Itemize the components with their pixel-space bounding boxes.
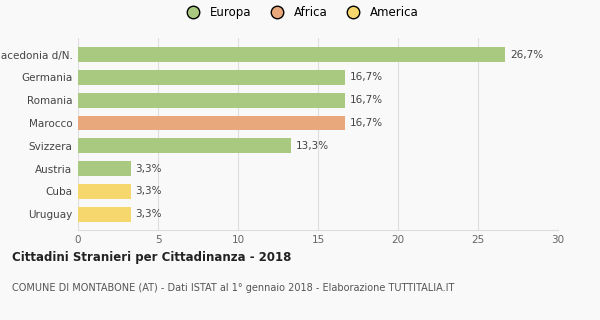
Text: 13,3%: 13,3%: [296, 141, 329, 151]
Text: 3,3%: 3,3%: [136, 209, 162, 219]
Text: 3,3%: 3,3%: [136, 187, 162, 196]
Bar: [78, 93, 345, 108]
Text: Cittadini Stranieri per Cittadinanza - 2018: Cittadini Stranieri per Cittadinanza - 2…: [12, 251, 292, 264]
Bar: [78, 184, 131, 199]
Bar: [78, 116, 345, 131]
Text: 16,7%: 16,7%: [350, 72, 383, 82]
Bar: [78, 207, 131, 222]
Legend: Europa, Africa, America: Europa, Africa, America: [181, 6, 419, 19]
Text: COMUNE DI MONTABONE (AT) - Dati ISTAT al 1° gennaio 2018 - Elaborazione TUTTITAL: COMUNE DI MONTABONE (AT) - Dati ISTAT al…: [12, 283, 454, 293]
Text: 16,7%: 16,7%: [350, 118, 383, 128]
Bar: [78, 70, 345, 85]
Text: 3,3%: 3,3%: [136, 164, 162, 174]
Text: 26,7%: 26,7%: [510, 50, 543, 60]
Bar: [78, 138, 291, 153]
Bar: [78, 47, 505, 62]
Bar: [78, 161, 131, 176]
Text: 16,7%: 16,7%: [350, 95, 383, 105]
